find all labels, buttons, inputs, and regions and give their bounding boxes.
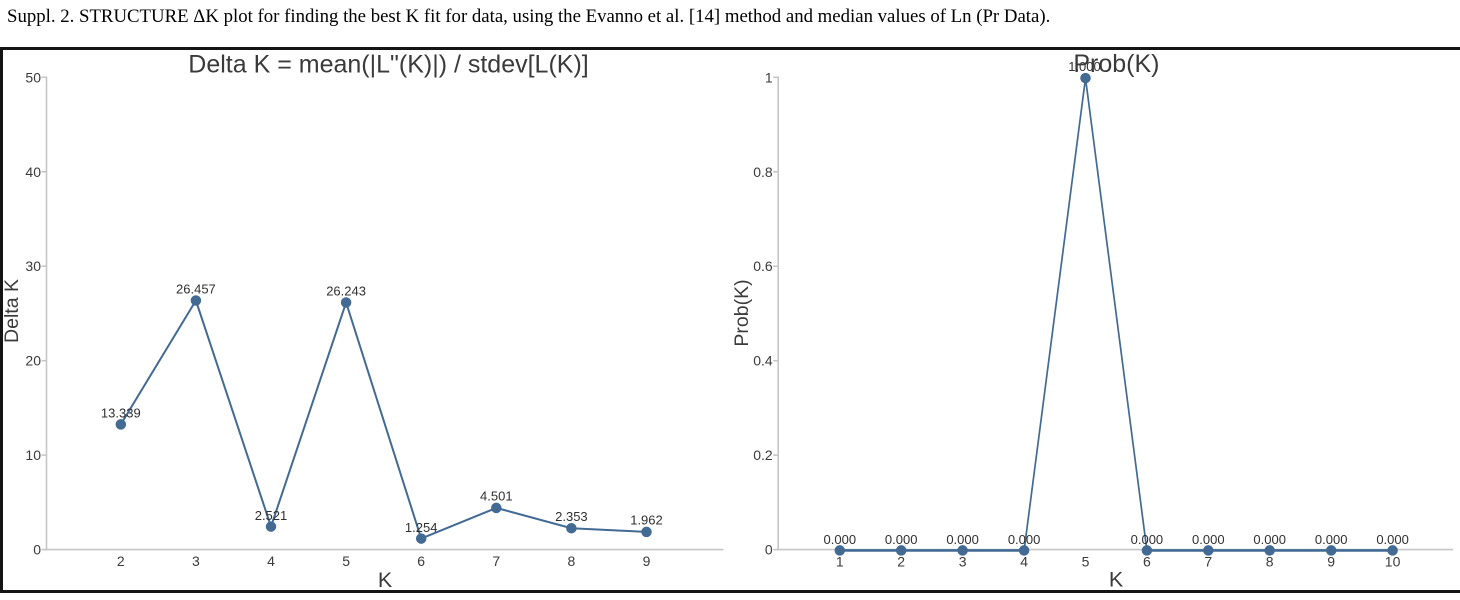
svg-text:6: 6	[417, 553, 425, 569]
svg-text:50: 50	[25, 69, 41, 85]
svg-text:8: 8	[1266, 553, 1274, 569]
svg-text:Prob(K): Prob(K)	[1073, 50, 1159, 78]
svg-text:2.353: 2.353	[555, 509, 588, 524]
svg-text:9: 9	[1327, 553, 1335, 569]
svg-text:0.6: 0.6	[753, 258, 773, 274]
svg-text:6: 6	[1143, 553, 1151, 569]
svg-text:0: 0	[33, 542, 41, 558]
svg-text:0: 0	[765, 542, 773, 558]
svg-text:0.4: 0.4	[753, 353, 773, 369]
svg-text:0.000: 0.000	[1315, 532, 1348, 547]
svg-text:1.000: 1.000	[1068, 59, 1101, 74]
svg-text:3: 3	[192, 553, 200, 569]
svg-text:10: 10	[25, 447, 41, 463]
svg-text:7: 7	[1204, 553, 1212, 569]
svg-text:K: K	[1109, 568, 1124, 592]
svg-text:0.000: 0.000	[885, 532, 918, 547]
svg-text:0.000: 0.000	[1192, 532, 1225, 547]
svg-text:Delta K: Delta K	[1, 279, 23, 343]
svg-text:0.8: 0.8	[753, 164, 773, 180]
svg-text:2.521: 2.521	[255, 508, 288, 523]
svg-text:8: 8	[568, 553, 576, 569]
svg-text:Prob(K): Prob(K)	[731, 279, 753, 346]
svg-text:3: 3	[959, 553, 967, 569]
svg-text:0.000: 0.000	[946, 532, 979, 547]
svg-text:4: 4	[1020, 553, 1028, 569]
svg-text:1.962: 1.962	[630, 513, 663, 528]
svg-text:40: 40	[25, 164, 41, 180]
svg-text:2: 2	[117, 553, 125, 569]
svg-text:4: 4	[267, 553, 275, 569]
svg-text:K: K	[378, 568, 393, 592]
svg-text:10: 10	[1385, 553, 1401, 569]
svg-text:4.501: 4.501	[480, 488, 513, 503]
svg-text:9: 9	[643, 553, 651, 569]
svg-text:0.000: 0.000	[1376, 532, 1409, 547]
svg-text:1: 1	[836, 553, 844, 569]
svg-text:1.254: 1.254	[405, 520, 438, 535]
svg-text:1: 1	[765, 69, 773, 85]
svg-text:Delta K = mean(|L"(K)|) / stde: Delta K = mean(|L"(K)|) / stdev[L(K)]	[188, 50, 588, 78]
svg-text:5: 5	[342, 553, 350, 569]
svg-text:0.000: 0.000	[1253, 532, 1286, 547]
svg-text:30: 30	[25, 258, 41, 274]
svg-text:26.457: 26.457	[176, 282, 216, 297]
svg-text:2: 2	[897, 553, 905, 569]
svg-text:13.339: 13.339	[101, 405, 141, 420]
svg-text:0.2: 0.2	[753, 447, 773, 463]
svg-text:20: 20	[25, 353, 41, 369]
svg-text:5: 5	[1082, 553, 1090, 569]
svg-text:0.000: 0.000	[824, 532, 857, 547]
svg-text:0.000: 0.000	[1131, 532, 1164, 547]
svg-text:0.000: 0.000	[1008, 532, 1041, 547]
svg-text:7: 7	[492, 553, 500, 569]
svg-text:26.243: 26.243	[326, 284, 366, 299]
